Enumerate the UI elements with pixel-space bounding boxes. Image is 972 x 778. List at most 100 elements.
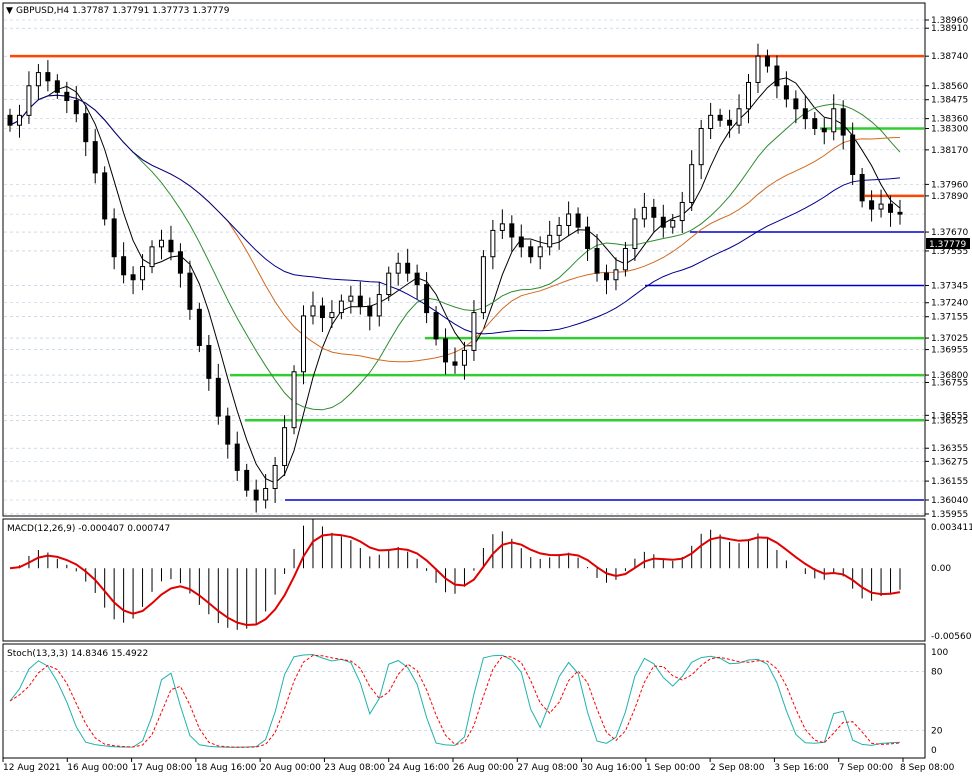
candle-body [613,269,619,281]
candle-body [310,305,316,317]
price-tick-label: 1.37960 [931,180,968,190]
price-tick-label: 1.36800 [931,371,968,381]
candle-body [121,256,127,276]
time-tick-label: 27 Aug 08:00 [517,763,578,773]
ma-blue-line [9,94,901,335]
candle-body [632,218,638,249]
candlestick-series [7,43,903,513]
candle-body [802,108,808,120]
macd-info: MACD(12,26,9) -0.000407 0.000747 [7,524,170,534]
price-tick-label: 1.38360 [931,115,968,125]
candle-body [253,489,259,501]
ma-green-line [9,94,901,411]
candle-body [679,201,685,222]
candle-body [376,294,382,317]
candle-body [73,100,79,115]
price-tick-label: 1.38960 [931,16,968,26]
candle-body [812,118,818,129]
candle-body [225,415,231,445]
time-tick-label: 18 Aug 16:00 [196,763,257,773]
price-tick-label: 1.37025 [931,334,968,344]
price-tick-label: 1.36555 [931,411,968,421]
price-tick-label: 1.37240 [931,299,968,309]
price-tick-label: 1.36040 [931,496,968,506]
candle-body [111,218,117,258]
candle-body [92,141,98,174]
macd-signal-line [9,533,901,627]
candle-body [783,85,789,100]
price-tick-label: 1.38910 [931,24,968,34]
candle-body [461,349,467,366]
macd-tick-label: 0.003411 [931,523,972,533]
candle-body [158,239,164,248]
time-tick-label: 17 Aug 08:00 [132,763,193,773]
time-tick-label: 2 Sep 08:00 [710,763,765,773]
candle-body [54,80,60,93]
candle-body [708,114,714,129]
candle-body [575,213,581,228]
time-tick-label: 23 Aug 08:00 [324,763,385,773]
candle-body [452,361,458,366]
candle-body [130,274,136,281]
candle-body [670,220,676,228]
price-tick-label: 1.38475 [931,96,968,106]
candle-body [850,134,856,176]
macd-tick-label: -0.005606 [931,632,972,642]
price-tick-label: 1.36275 [931,457,968,467]
stoch-tick-label: 80 [931,668,943,678]
candle-body [698,127,704,166]
candle-body [651,206,657,218]
candle-body [547,234,553,248]
time-tick-label: 7 Sep 00:00 [839,763,894,773]
candle-body [433,312,439,340]
candle-body [215,377,221,417]
candle-body [244,469,250,491]
candle-body [566,213,572,226]
macd-tick-label: 0.00 [931,564,951,574]
candle-body [509,223,515,238]
time-tick-label: 30 Aug 16:00 [582,763,643,773]
candle-body [471,312,477,351]
stochastic-lines [4,653,924,748]
candle-body [338,300,344,314]
candle-body [821,127,827,133]
time-tick-label: 3 Sep 16:00 [774,763,829,773]
stoch-pane[interactable] [2,643,926,759]
price-tick-label: 1.36155 [931,477,968,487]
candle-body [793,98,799,110]
price-tick-label: 1.38560 [931,82,968,92]
candle-body [755,55,761,83]
candle-body [660,216,666,228]
candle-body [319,305,325,319]
candle-body [424,284,430,314]
price-tick-label: 1.36955 [931,346,968,356]
time-tick-label: 1 Sep 00:00 [646,763,701,773]
candle-body [764,55,770,67]
price-tick-label: 1.38170 [931,146,968,156]
stoch-signal-line [9,654,901,748]
candle-body [641,206,647,220]
candle-body [518,236,524,248]
candle-body [187,272,193,310]
price-tick-label: 1.35955 [931,510,968,520]
time-tick-label: 26 Aug 00:00 [453,763,514,773]
candle-body [234,443,240,471]
candle-body [774,65,780,87]
dropdown-arrow-icon[interactable]: ▼ [6,6,13,16]
price-tick-label: 1.37155 [931,313,968,323]
candle-body [291,371,297,429]
candle-body [831,108,837,133]
current-price-label: 1.37779 [929,240,966,250]
price-pane[interactable] [2,2,926,517]
price-tick-label: 1.37345 [931,281,968,291]
stoch-tick-label: 0 [931,746,937,756]
candle-body [414,272,420,286]
candle-body [177,251,183,274]
candle-body [603,272,609,281]
time-tick-label: 16 Aug 00:00 [67,763,128,773]
price-tick-label: 1.36525 [931,416,968,426]
candle-body [367,305,373,317]
candle-body [329,312,335,319]
